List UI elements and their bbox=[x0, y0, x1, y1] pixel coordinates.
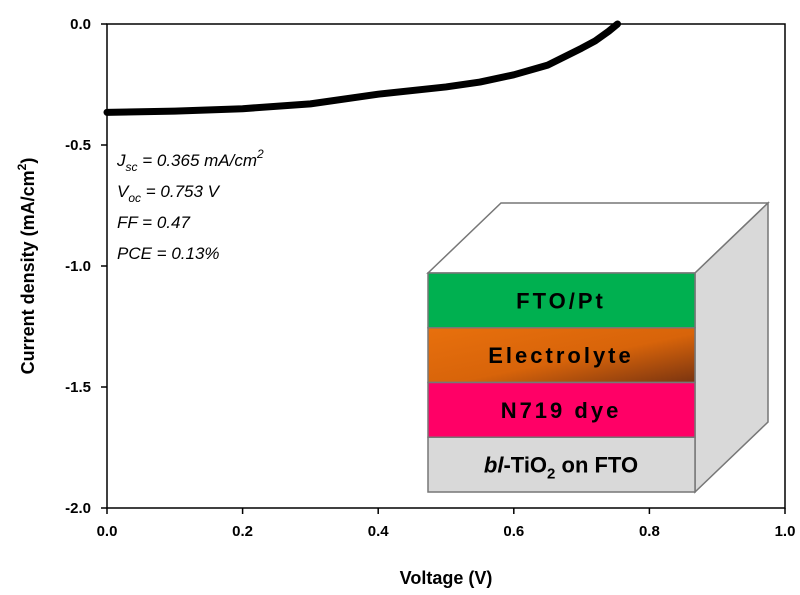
annotation-sup: 2 bbox=[256, 147, 264, 161]
annotation-sub: sc bbox=[126, 160, 138, 174]
x-tick-label: 0.2 bbox=[232, 523, 253, 540]
layer-label: FTO/Pt bbox=[516, 288, 606, 313]
x-tick-label: 1.0 bbox=[775, 523, 796, 540]
annotation-text: = 0.753 V bbox=[141, 182, 221, 201]
layer-label-sub: 2 bbox=[547, 466, 555, 483]
layer-label-text: on FTO bbox=[555, 453, 638, 478]
annotation: PCE = 0.13% bbox=[117, 244, 220, 263]
x-tick-label: 0.0 bbox=[97, 523, 118, 540]
annotation: FF = 0.47 bbox=[117, 213, 190, 232]
y-label-close: ) bbox=[18, 158, 38, 164]
annotation-text: FF = 0.47 bbox=[117, 213, 190, 232]
y-tick-label: 0.0 bbox=[70, 16, 91, 33]
annotations: Jsc = 0.365 mA/cm2 Voc = 0.753 V FF = 0.47… bbox=[116, 147, 264, 263]
y-label-sup: 2 bbox=[15, 163, 29, 170]
y-tick-label: -1.0 bbox=[65, 258, 91, 275]
layer-label: bl-TiO2 on FTO bbox=[484, 453, 638, 483]
y-tick-label: -1.5 bbox=[65, 379, 91, 396]
layer bbox=[427, 327, 696, 384]
layer-label-text: FTO/Pt bbox=[516, 288, 606, 313]
annotation-text: J bbox=[116, 151, 126, 170]
y-axis-label: Current density (mA/cm2) bbox=[15, 158, 38, 375]
annotation: Jsc = 0.365 mA/cm2 bbox=[116, 147, 264, 174]
y-tick-label: -2.0 bbox=[65, 500, 91, 517]
layer-label-italic: bl bbox=[484, 453, 504, 478]
x-tick-label: 0.6 bbox=[503, 523, 524, 540]
annotation-text: PCE = 0.13% bbox=[117, 244, 220, 263]
annotation-sub: oc bbox=[128, 191, 141, 205]
series bbox=[103, 20, 622, 116]
layer-label: N719 dye bbox=[501, 398, 622, 423]
y-tick-label: -0.5 bbox=[65, 137, 91, 154]
layer-label-text: N719 dye bbox=[501, 398, 622, 423]
layer-label: Electrolyte bbox=[488, 343, 634, 368]
x-tick-label: 0.4 bbox=[368, 523, 390, 540]
device-diagram: FTO/Pt Electrolyte N719 dye bl-TiO2 on FTO bbox=[426, 201, 770, 494]
annotation-text: = 0.365 mA/cm bbox=[138, 151, 258, 170]
x-tick-label: 0.8 bbox=[639, 523, 660, 540]
annotation: Voc = 0.753 V bbox=[117, 182, 221, 205]
layer-label-text: Electrolyte bbox=[488, 343, 634, 368]
layer bbox=[427, 436, 696, 493]
layer bbox=[427, 272, 696, 329]
layer-label-text: -TiO bbox=[503, 453, 547, 478]
iv-curve bbox=[103, 20, 622, 116]
annotation-text: V bbox=[117, 182, 130, 201]
y-label-text: Current density (mA/cm bbox=[18, 170, 38, 374]
x-axis-label: Voltage (V) bbox=[400, 568, 493, 588]
